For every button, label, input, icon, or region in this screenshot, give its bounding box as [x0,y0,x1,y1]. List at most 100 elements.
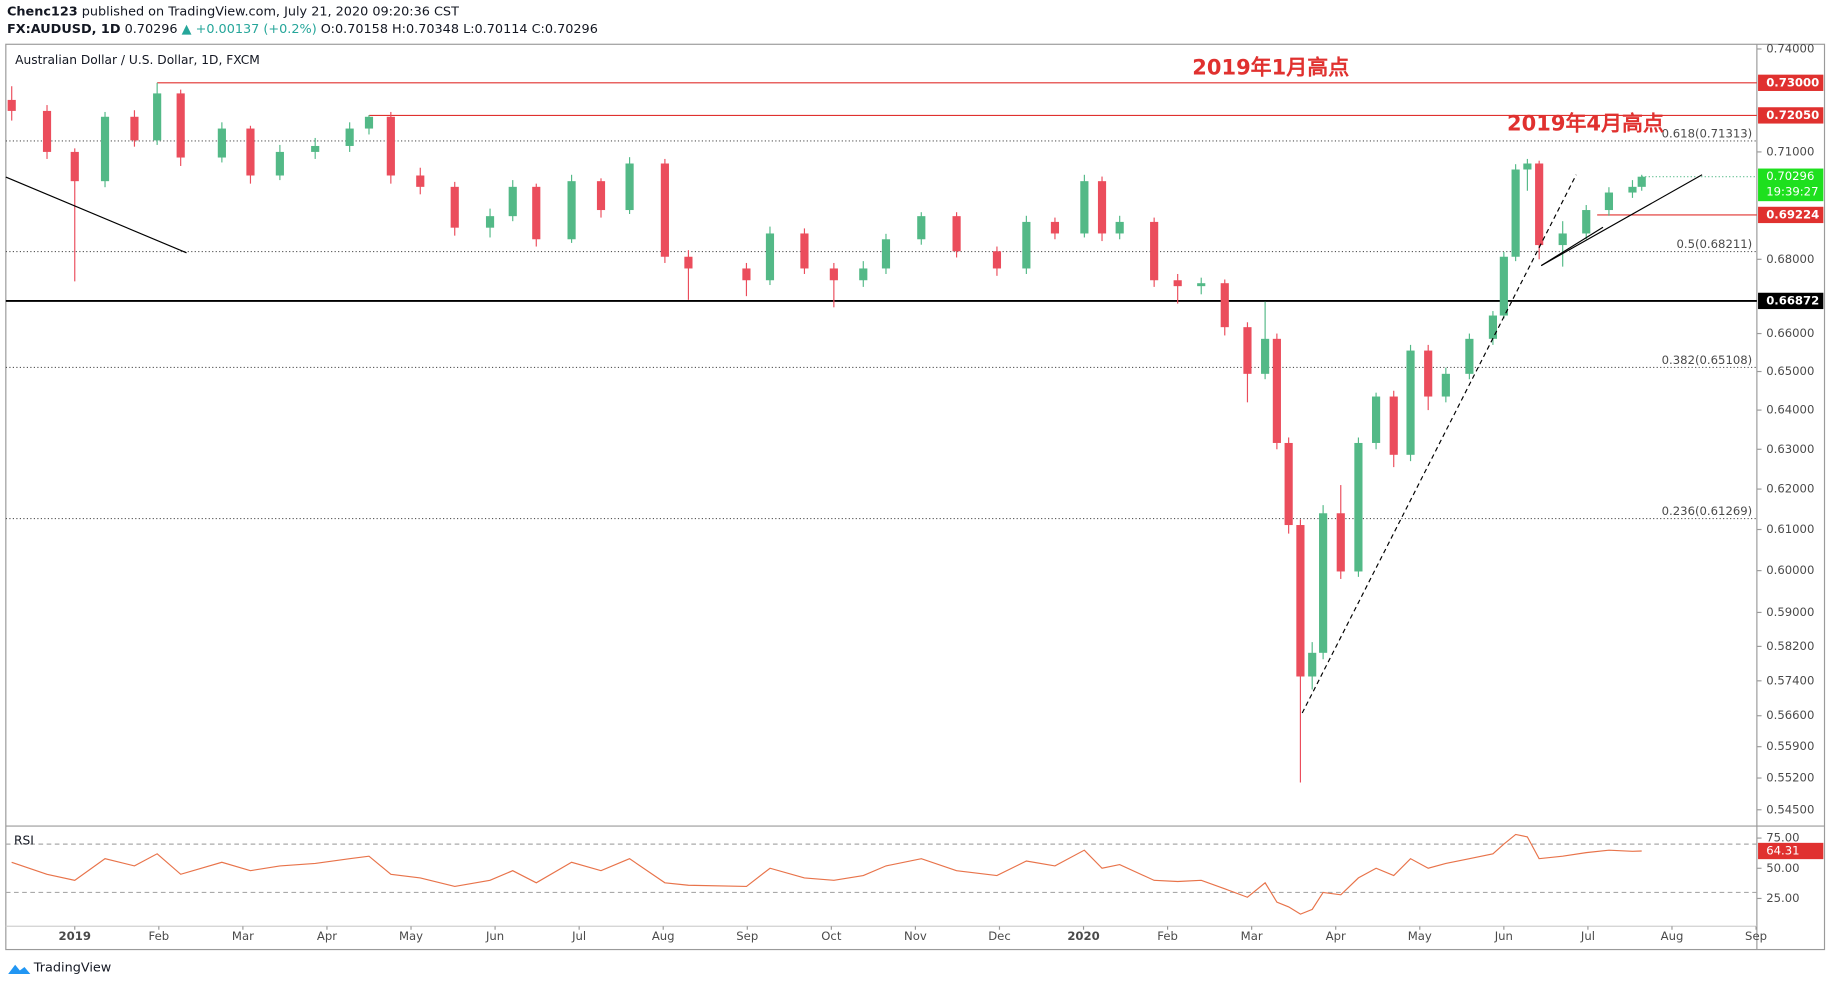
y-tick-label: 0.54500 [1766,802,1814,816]
x-tick-label: Feb [1157,929,1178,943]
y-tick-label: 0.61000 [1766,522,1814,536]
rsi-tick-label: 50.00 [1766,861,1799,875]
y-tick-label: 0.64000 [1766,403,1814,417]
x-tick-label: May [1408,929,1432,943]
y-tick-label: 0.57400 [1766,673,1814,687]
candle-body [1406,350,1415,455]
level-tag [1758,74,1824,91]
candle-body [1150,221,1159,281]
x-tick-label: Nov [904,929,927,943]
annotation: 2019年4月高点 [1507,112,1664,136]
x-tick-label: Feb [149,929,170,943]
candle-body [176,93,185,158]
candle-body [70,151,79,182]
candle-body [917,216,926,240]
candle-body [153,93,162,141]
y-tick-label: 0.74000 [1766,41,1814,55]
x-tick-label: Dec [988,929,1011,943]
last-price-tag [1758,168,1824,202]
rsi-tick-label: 25.00 [1766,891,1799,905]
rsi-tag [1758,842,1824,860]
candle-body [881,239,891,269]
rsi-line [11,833,1642,915]
candle-body [275,151,284,176]
candle-body [532,186,541,240]
fib-label: 0.382(0.65108) [1662,353,1753,367]
publish-line: Chenc123 published on TradingView.com, J… [7,4,459,19]
candle-body [1637,176,1646,187]
candle-body [1465,338,1474,374]
candle-body [1499,256,1508,316]
y-tick-label: 0.55900 [1766,739,1814,753]
candle-body [1022,221,1031,269]
candle-body [800,233,809,269]
x-tick-label: Apr [1326,929,1346,943]
candle-body [1371,396,1381,443]
x-tick-label: Apr [317,929,337,943]
candle-body [1389,396,1398,455]
candle-body [130,116,139,141]
countdown: 19:39:27 [1766,184,1818,198]
candle-body [1628,186,1637,193]
candle-body [1354,442,1363,572]
candle-body [1424,350,1433,397]
candle-body [596,181,606,211]
last-price: 0.70296 [125,22,178,37]
x-tick-label: Aug [1661,929,1684,943]
level-tag-label: 0.66872 [1766,293,1819,307]
candle-body [1319,513,1328,653]
rsi-tag-label: 64.31 [1766,843,1799,857]
fib-label: 0.5(0.68211) [1676,237,1752,251]
x-tick-label: Mar [232,929,254,943]
candle-body [992,251,1002,269]
candle-body [1080,181,1089,234]
candle-body [1441,373,1450,397]
candle-body [364,116,374,129]
candle-body [1558,233,1567,246]
y-tick-label: 0.60000 [1766,563,1814,577]
candle-body [1296,525,1305,677]
x-tick-label: Mar [1241,929,1263,943]
x-tick-label: Jun [1494,929,1513,943]
x-tick-label: 2019 [59,929,91,943]
chart-title: Australian Dollar / U.S. Dollar, 1D, FXC… [15,53,260,67]
candle-body [217,128,226,158]
candle-body [7,99,16,111]
candle-body [508,186,517,217]
x-tick-label: Jul [1580,929,1595,943]
symbol: FX:AUDUSD, 1D [7,22,121,37]
candle-body [100,116,110,182]
fib-label: 0.236(0.61269) [1662,504,1753,518]
level-tag-label: 0.69224 [1766,207,1819,221]
level-tag-label: 0.73000 [1766,75,1819,89]
candle-body [1272,338,1281,443]
trend-line-dashed [1301,174,1577,714]
candle-body [1582,210,1591,234]
ohlc: O:0.70158 H:0.70348 L:0.70114 C:0.70296 [321,22,598,37]
candle-body [386,116,395,176]
rsi-label: RSI [14,834,34,848]
plot: 0.74000 0.71000 0.68000 0.66000 0.65000 0.640… [5,41,1824,943]
candle-body [1261,338,1270,374]
candle-body [1050,221,1060,234]
x-tick-label: Jul [571,929,586,943]
candle-body [660,163,669,257]
y-tick-label: 0.62000 [1766,482,1814,496]
trend-line [5,176,187,254]
candle-body [1197,283,1206,287]
candle-body [684,256,693,269]
candle-body [625,163,634,211]
candle-body [1097,181,1107,234]
y-tick-label: 0.63000 [1766,442,1814,456]
candle-body [345,128,354,146]
x-tick-label: 2020 [1067,929,1099,943]
frame [5,43,1826,951]
candle-body [1220,283,1229,328]
candle-body [1488,315,1498,339]
level-tag [1758,107,1824,124]
y-tick-label: 0.66000 [1766,326,1814,340]
candle-body [416,175,425,187]
x-tick-label: Sep [1745,929,1767,943]
